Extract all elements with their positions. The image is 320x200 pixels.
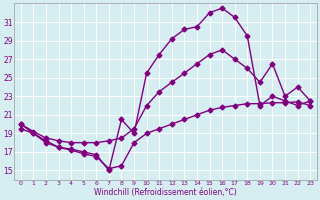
- X-axis label: Windchill (Refroidissement éolien,°C): Windchill (Refroidissement éolien,°C): [94, 188, 237, 197]
